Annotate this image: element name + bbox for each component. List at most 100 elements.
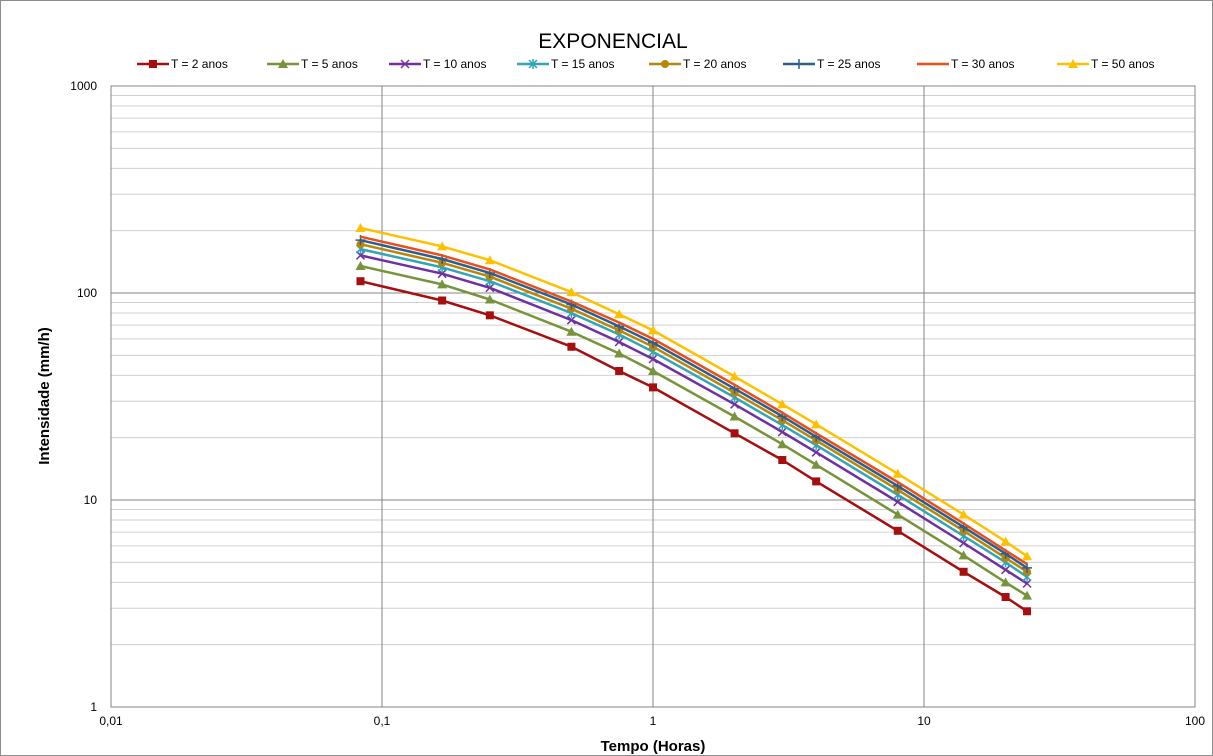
data-point <box>811 419 822 429</box>
data-point <box>614 348 625 358</box>
data-point <box>1000 536 1011 546</box>
data-point <box>649 383 657 392</box>
legend-label: T = 30 anos <box>951 57 1015 71</box>
y-tick-label: 10 <box>84 493 98 507</box>
data-point <box>729 411 740 421</box>
data-point <box>485 311 494 320</box>
legend-marker <box>528 59 538 69</box>
data-point <box>893 497 903 507</box>
data-point <box>1022 551 1033 561</box>
legend-label: T = 10 anos <box>423 57 487 71</box>
legend-label: T = 15 anos <box>551 57 615 71</box>
legend-label: T = 50 anos <box>1091 57 1155 71</box>
legend-label: T = 5 anos <box>301 57 358 71</box>
data-point <box>959 538 969 548</box>
legend-item: T = 50 anos <box>1057 57 1155 71</box>
data-point <box>648 325 658 335</box>
series-1 <box>356 277 1032 616</box>
legend-item: T = 30 anos <box>917 57 1015 71</box>
x-tick-label: 0,1 <box>374 714 391 728</box>
data-point <box>778 456 787 465</box>
legend-item: T = 25 anos <box>783 57 881 71</box>
data-point <box>812 477 821 486</box>
y-tick-label: 100 <box>77 286 97 300</box>
data-point <box>438 296 447 305</box>
data-point <box>958 550 969 560</box>
data-point <box>811 447 821 457</box>
series-line <box>360 235 1028 566</box>
y-tick-labels: 1 10 100 1000 <box>70 79 97 714</box>
data-point <box>959 567 968 576</box>
data-point <box>355 223 366 233</box>
legend-item: T = 20 anos <box>649 57 747 71</box>
data-point <box>1022 578 1032 589</box>
x-tick-label: 10 <box>917 714 931 728</box>
data-point <box>1000 577 1011 587</box>
x-tick-labels: 0,01 0,1 1 10 100 <box>99 714 1205 728</box>
data-point <box>437 241 448 251</box>
data-point <box>615 366 624 375</box>
x-tick-label: 1 <box>650 714 657 728</box>
data-point <box>614 309 625 319</box>
chart-title: EXPONENCIAL <box>538 30 687 53</box>
data-point <box>437 279 448 289</box>
data-point <box>356 277 365 286</box>
series-line <box>360 254 1028 585</box>
data-point <box>648 354 658 364</box>
x-tick-label: 100 <box>1185 714 1205 728</box>
series-3 <box>355 250 1032 589</box>
data-point <box>614 337 624 347</box>
legend-marker <box>794 59 804 69</box>
y-tick-label: 1 <box>90 700 97 714</box>
data-point <box>892 509 903 519</box>
data-point <box>567 342 576 351</box>
legend-marker <box>400 59 410 69</box>
legend-item: T = 5 anos <box>267 57 358 71</box>
legend-label: T = 20 anos <box>683 57 747 71</box>
legend-marker <box>278 59 288 68</box>
data-point <box>648 365 658 375</box>
data-point <box>893 526 902 535</box>
data-point <box>777 427 787 437</box>
series-2 <box>355 261 1033 600</box>
data-point <box>777 439 788 449</box>
data-point <box>484 255 495 265</box>
legend-item: T = 10 anos <box>389 57 487 71</box>
data-point <box>566 287 577 297</box>
data-point <box>777 399 788 409</box>
legend-label: T = 2 anos <box>171 57 228 71</box>
series-8 <box>355 223 1033 561</box>
data-point <box>892 468 903 478</box>
legend-marker <box>149 60 157 68</box>
legend: T = 2 anos T = 5 anos T = 10 anos T = 15 an… <box>137 57 1155 71</box>
legend-item: T = 2 anos <box>137 57 228 71</box>
data-point <box>729 371 740 381</box>
data-point <box>566 326 577 336</box>
data-point <box>730 399 740 409</box>
x-axis-title: Tempo (Horas) <box>601 738 706 755</box>
plot-area <box>110 85 1196 708</box>
data-point <box>355 261 366 271</box>
data-point <box>485 283 495 293</box>
data-point <box>1022 562 1033 573</box>
series-6 <box>355 235 1033 573</box>
series-line <box>360 279 1028 613</box>
series-4 <box>355 244 1032 582</box>
legend-item: T = 15 anos <box>517 57 615 71</box>
y-axis-title: Intensidade (mm/h) <box>36 327 53 465</box>
data-point <box>1001 565 1011 575</box>
data-point <box>566 315 576 325</box>
x-tick-label: 0,01 <box>99 714 123 728</box>
data-point <box>1023 607 1032 616</box>
data-point <box>958 509 969 519</box>
series-line <box>360 247 1028 578</box>
data-point <box>1001 592 1010 601</box>
data-point <box>1022 590 1033 600</box>
legend-label: T = 25 anos <box>817 57 881 71</box>
series-7 <box>360 235 1028 566</box>
series-layer <box>355 223 1033 616</box>
legend-marker <box>661 60 669 68</box>
data-point <box>484 294 495 304</box>
